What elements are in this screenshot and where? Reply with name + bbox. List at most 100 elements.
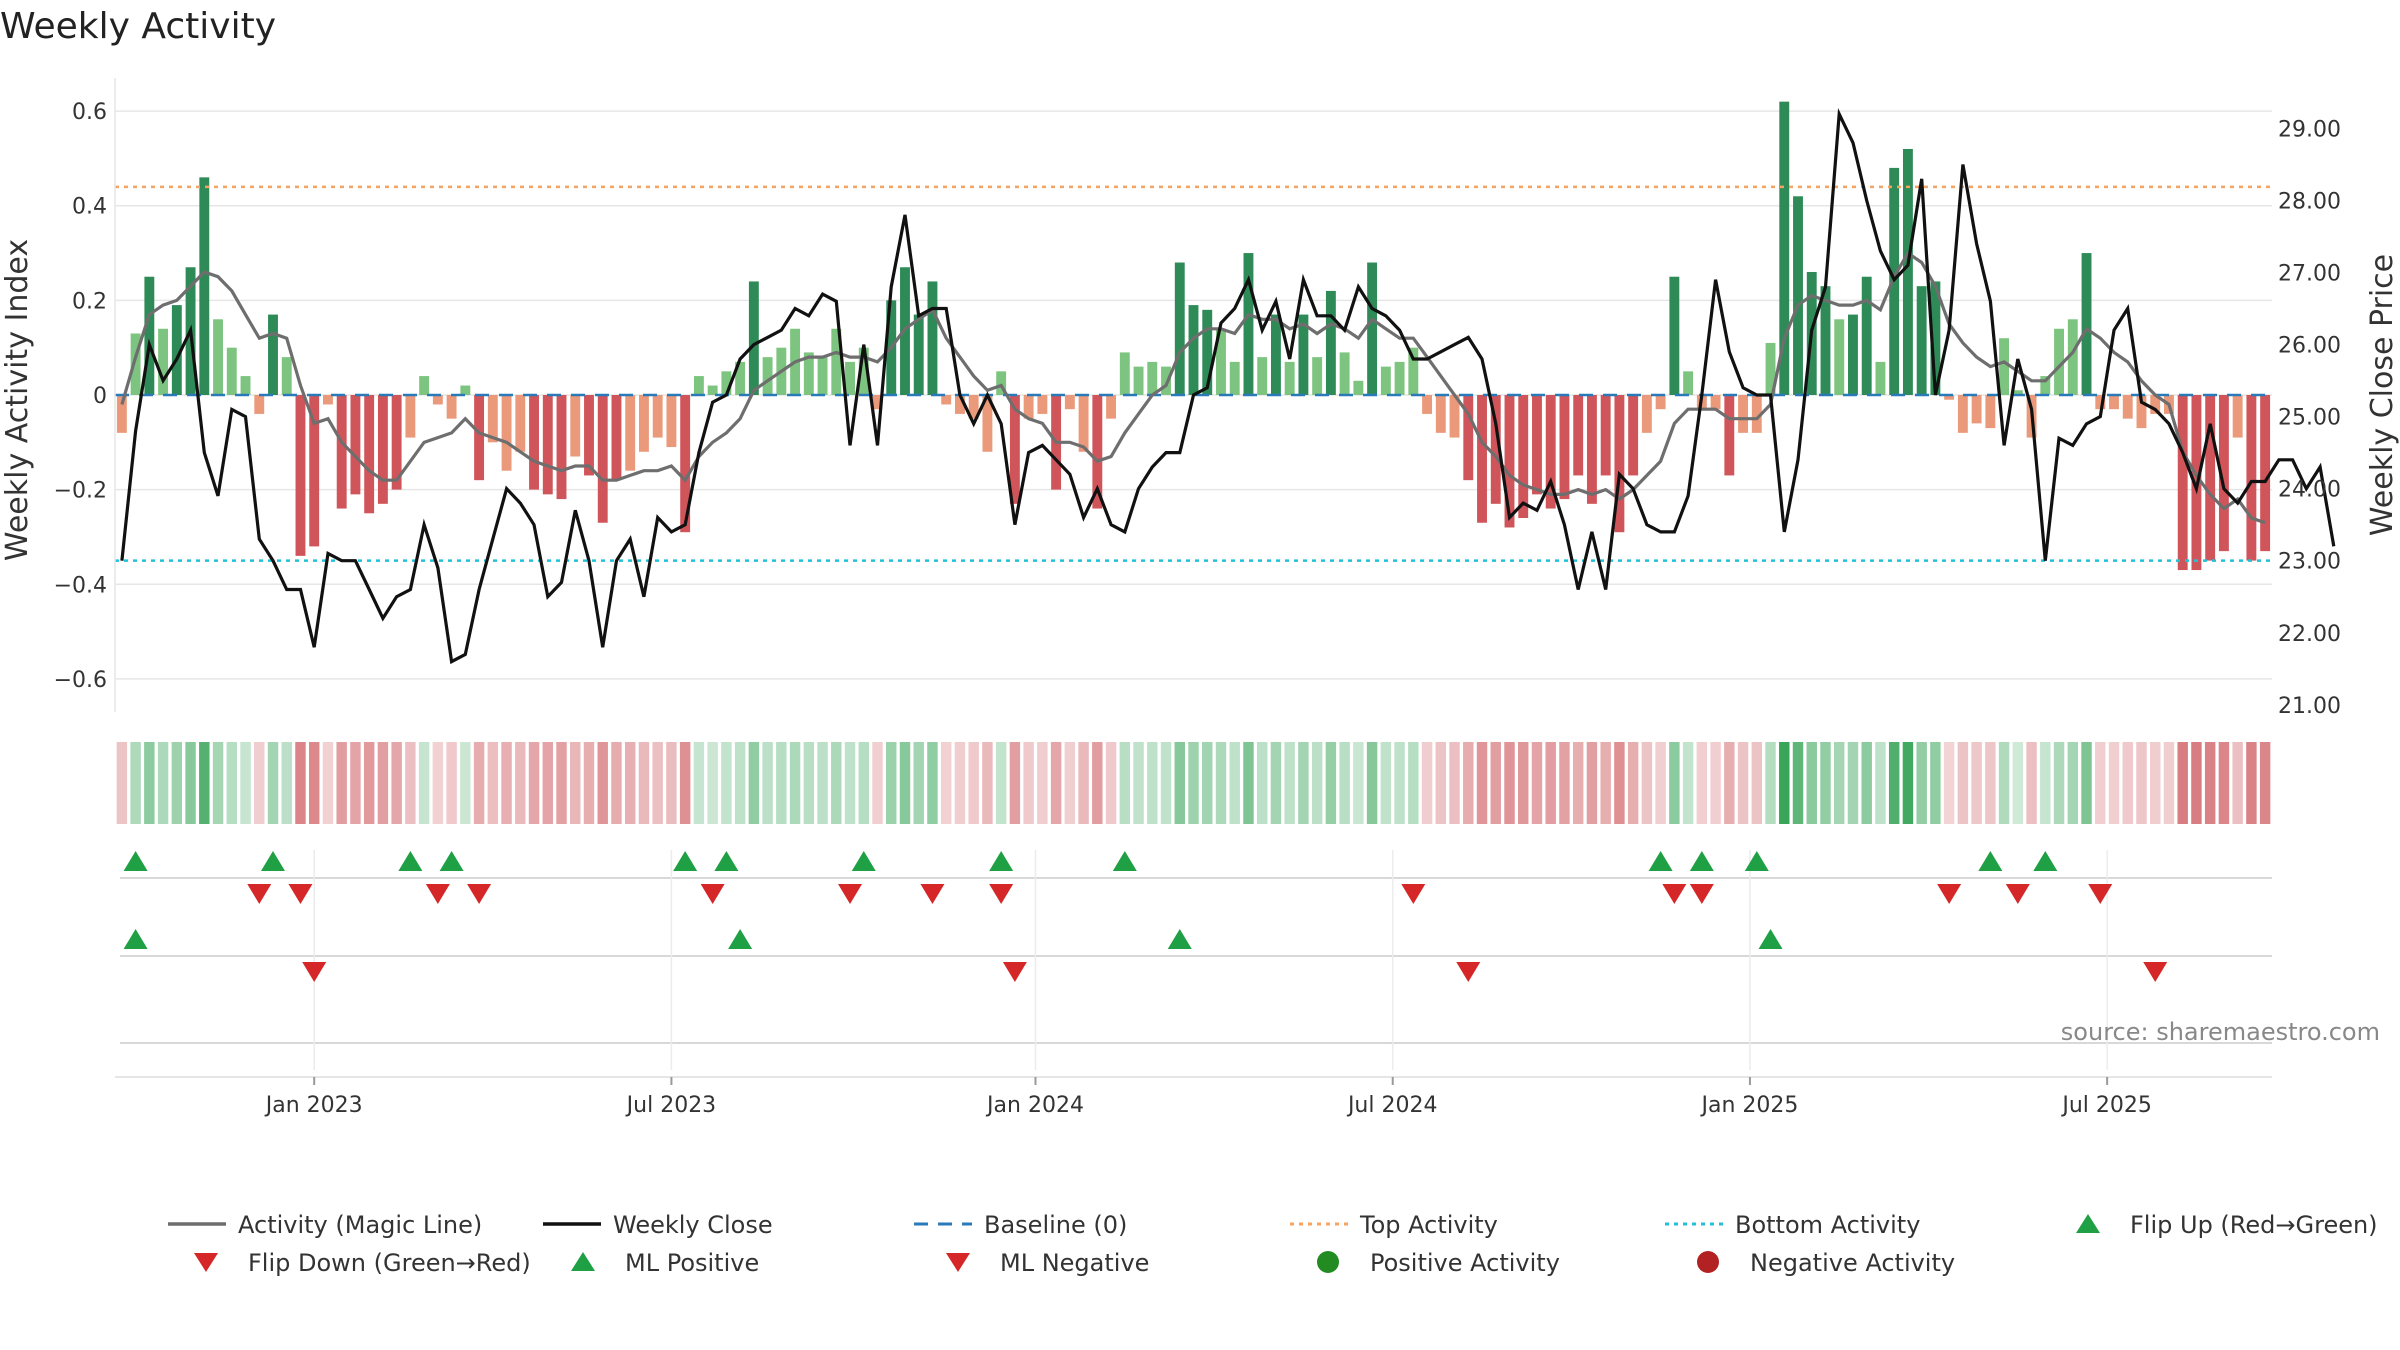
activity-bar xyxy=(1655,395,1666,410)
activity-bar xyxy=(1930,281,1941,395)
heat-strip-cell xyxy=(1971,742,1982,824)
heat-strip-cell xyxy=(2163,742,2175,824)
heat-strip-cell xyxy=(1311,742,1323,824)
legend: Activity (Magic Line) Weekly Close Baselin… xyxy=(168,1211,2378,1277)
activity-bar xyxy=(1037,395,1048,414)
activity-bar xyxy=(2136,395,2147,429)
activity-bar xyxy=(666,395,677,448)
heat-strip-cell xyxy=(927,742,938,824)
activity-bar xyxy=(1298,314,1309,395)
x-tick-label: Jan 2024 xyxy=(985,1093,1084,1118)
heat-strip-cell xyxy=(1614,742,1625,824)
heat-strip-cell xyxy=(1957,742,1969,824)
heat-strip-cell xyxy=(473,742,485,824)
y2-tick-label: 23.00 xyxy=(2278,550,2341,575)
activity-bar xyxy=(1916,286,1927,395)
activity-bar xyxy=(831,328,842,395)
flip-up-marker xyxy=(439,851,464,871)
activity-bar xyxy=(1422,395,1433,414)
activity-bar xyxy=(515,395,526,452)
legend-label: Bottom Activity xyxy=(1735,1211,1920,1239)
activity-bar xyxy=(240,376,251,395)
activity-bar xyxy=(1971,395,1982,424)
activity-bar xyxy=(858,347,869,395)
activity-bar xyxy=(1394,361,1405,395)
flip-down-marker xyxy=(247,884,272,904)
heat-strip-cell xyxy=(418,742,430,824)
ml-positive-marker xyxy=(123,929,148,949)
activity-bar xyxy=(625,395,636,471)
heat-strip-cell xyxy=(1490,742,1501,824)
heat-strip-cell xyxy=(322,742,334,824)
heat-strip-cell xyxy=(1847,742,1859,824)
heat-strip-cell xyxy=(734,742,746,824)
heat-strip-cell xyxy=(1105,742,1117,824)
activity-bar xyxy=(2012,390,2023,395)
heat-strip-cell xyxy=(144,742,155,824)
activity-bar xyxy=(762,357,773,395)
heat-strip-cell xyxy=(1133,742,1144,824)
activity-bar xyxy=(1353,380,1364,395)
activity-bar xyxy=(2122,395,2133,419)
flip-down-marker xyxy=(288,884,313,904)
x-tick-label: Jul 2023 xyxy=(625,1093,717,1118)
heat-strip-cell xyxy=(1943,742,1955,824)
flip-down-marker xyxy=(425,884,450,904)
activity-bar xyxy=(144,276,155,395)
heat-strip-cell xyxy=(1545,742,1556,824)
legend-swatch-circle xyxy=(1317,1251,1339,1273)
activity-bar xyxy=(364,395,375,514)
heat-strip-cell xyxy=(212,742,224,824)
activity-bar xyxy=(474,395,485,481)
activity-bar xyxy=(2205,395,2216,561)
heat-strip-cell xyxy=(2149,742,2161,824)
heat-strip-cell xyxy=(2232,742,2243,824)
activity-heat-strip xyxy=(116,742,2271,824)
activity-bar xyxy=(391,395,402,490)
heat-strip-cell xyxy=(748,742,760,824)
activity-bar xyxy=(1435,395,1446,433)
ml-positive-marker xyxy=(728,929,753,949)
legend-item: Top Activity xyxy=(1290,1211,1498,1239)
activity-bar xyxy=(1793,196,1803,395)
heat-strip-cell xyxy=(597,742,608,824)
legend-swatch-triangle-down xyxy=(946,1253,970,1272)
flip-down-marker xyxy=(2005,884,2030,904)
legend-label: Baseline (0) xyxy=(984,1211,1127,1239)
flip-up-marker xyxy=(398,851,423,871)
heat-strip-cell xyxy=(844,742,856,824)
activity-bar xyxy=(748,281,759,395)
heat-strip-cell xyxy=(1559,742,1570,824)
activity-bar xyxy=(584,395,594,476)
flip-down-marker xyxy=(2088,884,2113,904)
activity-bar xyxy=(927,281,938,395)
heat-strip-cell xyxy=(1394,742,1405,824)
heat-strip-cell xyxy=(446,742,457,824)
activity-bar xyxy=(954,395,965,414)
ml-negative-marker xyxy=(302,962,327,982)
activity-bars xyxy=(116,101,2271,571)
heat-strip-cell xyxy=(130,742,141,824)
heat-strip-cell xyxy=(1586,742,1598,824)
heat-strip-cell xyxy=(1050,742,1062,824)
activity-bar xyxy=(556,395,567,500)
ml-negative-marker xyxy=(1002,962,1027,982)
activity-bar xyxy=(1449,395,1460,438)
weekly-close-line xyxy=(120,107,2336,665)
heat-strip-cell xyxy=(267,742,279,824)
heat-strip-cell xyxy=(1119,742,1131,824)
activity-bar xyxy=(1325,290,1336,395)
heat-strip-cell xyxy=(2136,742,2147,824)
legend-label: Flip Up (Red→Green) xyxy=(2130,1211,2378,1239)
flip-down-marker xyxy=(1937,884,1962,904)
heat-strip-cell xyxy=(1023,742,1034,824)
legend-swatch-triangle-up xyxy=(2076,1214,2100,1233)
heat-strip-cell xyxy=(1998,742,2010,824)
activity-bar xyxy=(1902,148,1913,395)
activity-bar xyxy=(1133,366,1144,395)
activity-bar xyxy=(1738,395,1749,433)
series-lines xyxy=(120,107,2336,665)
activity-bar xyxy=(721,371,732,395)
heat-strip-cell xyxy=(1902,742,1914,824)
heat-strip-cell xyxy=(1531,742,1543,824)
